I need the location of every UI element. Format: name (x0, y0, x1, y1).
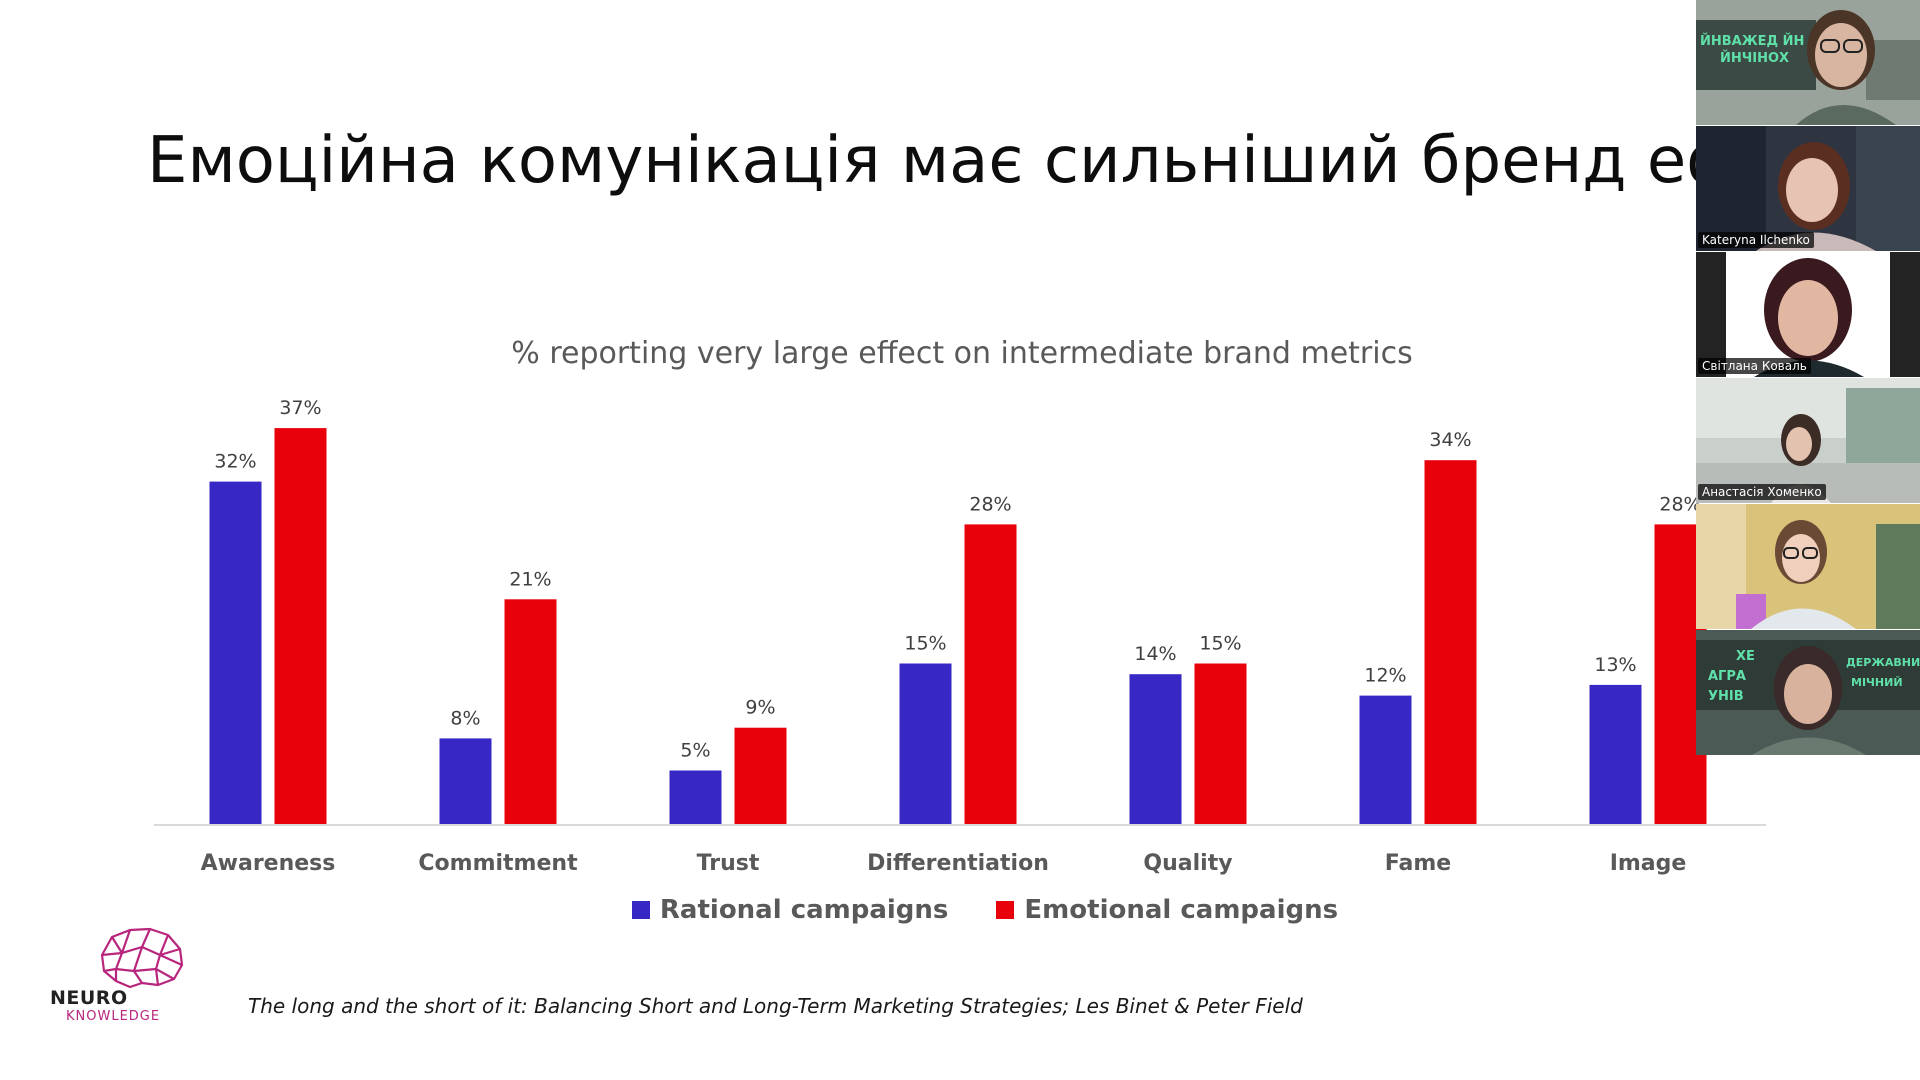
participant-tile[interactable]: Kateryna Ilchenko (1696, 126, 1920, 251)
participant-tile[interactable]: ЙНВАЖЕД ЙН ЙНЧІНОХ (1696, 0, 1920, 125)
svg-text:ХЕ: ХЕ (1736, 649, 1755, 664)
bar-rational-differentiation (899, 663, 952, 824)
video-feed-5 (1696, 504, 1920, 629)
data-label-emotional-differentiation: 28% (969, 493, 1011, 515)
participant-tile[interactable]: ХЕ АГРА УНІВ ДЕРЖАВНИ МІЧНИЙ (1696, 630, 1920, 755)
category-label-differentiation: Differentiation (867, 851, 1049, 876)
legend-item-rational: Rational campaigns (631, 895, 949, 925)
source-citation: The long and the short of it: Balancing … (248, 994, 1303, 1018)
bar-rational-image (1589, 684, 1642, 824)
category-label-trust: Trust (697, 851, 760, 876)
data-label-emotional-fame: 34% (1429, 429, 1471, 451)
bar-emotional-fame (1424, 460, 1477, 824)
bar-emotional-awareness (274, 428, 327, 824)
legend-label-emotional: Emotional campaigns (1024, 895, 1339, 925)
data-label-rational-commitment: 8% (450, 707, 480, 729)
participant-tile[interactable]: Світлана Коваль (1696, 252, 1920, 377)
participant-tile[interactable] (1696, 504, 1920, 629)
data-label-emotional-commitment: 21% (509, 568, 551, 590)
svg-text:ЙНЧІНОХ: ЙНЧІНОХ (1720, 50, 1789, 66)
category-label-commitment: Commitment (418, 851, 578, 876)
data-label-rational-awareness: 32% (214, 451, 256, 473)
bar-emotional-commitment (504, 599, 557, 824)
svg-text:ЙНВАЖЕД ЙН: ЙНВАЖЕД ЙН (1700, 33, 1804, 49)
legend-item-emotional: Emotional campaigns (996, 895, 1338, 925)
slide-title: Емоційна комунікація має сильніший бренд… (147, 124, 1857, 198)
data-label-emotional-image: 28% (1659, 493, 1701, 515)
logo-text-neuro: NEURO (50, 987, 128, 1009)
category-label-awareness: Awareness (201, 851, 336, 876)
legend-swatch-emotional (996, 901, 1015, 919)
participant-video-strip: ЙНВАЖЕД ЙН ЙНЧІНОХ Kateryna Ilchenko (1696, 0, 1920, 756)
data-label-rational-differentiation: 15% (904, 633, 946, 655)
data-label-rational-fame: 12% (1364, 665, 1406, 687)
chart-title: % reporting very large effect on interme… (511, 336, 1413, 371)
data-label-rational-quality: 14% (1134, 643, 1176, 665)
svg-text:МІЧНИЙ: МІЧНИЙ (1851, 676, 1903, 689)
bar-rational-commitment (439, 738, 492, 824)
participant-name: Світлана Коваль (1698, 358, 1811, 374)
bar-rational-awareness (209, 481, 262, 824)
video-feed-6: ХЕ АГРА УНІВ ДЕРЖАВНИ МІЧНИЙ (1696, 630, 1920, 755)
legend-swatch-rational (631, 901, 650, 919)
data-label-emotional-quality: 15% (1199, 633, 1241, 655)
chart-legend: Rational campaigns Emotional campaigns (0, 895, 1920, 925)
data-label-rational-image: 13% (1594, 654, 1636, 676)
category-label-image: Image (1610, 851, 1687, 876)
participant-name: Kateryna Ilchenko (1698, 232, 1814, 248)
participant-name: Анастасія Хоменко (1698, 484, 1826, 500)
logo-text-knowledge: KNOWLEDGE (66, 1009, 161, 1024)
legend-label-rational: Rational campaigns (659, 895, 949, 925)
data-label-rational-trust: 5% (680, 740, 710, 762)
data-label-emotional-awareness: 37% (279, 397, 321, 419)
bar-rational-quality (1129, 674, 1182, 824)
participant-tile[interactable]: Анастасія Хоменко (1696, 378, 1920, 503)
bar-emotional-differentiation (964, 524, 1017, 824)
bar-rational-fame (1359, 695, 1412, 824)
svg-text:АГРА: АГРА (1708, 669, 1746, 684)
neuro-knowledge-logo: NEURO KNOWLEDGE (48, 925, 188, 1035)
data-label-emotional-trust: 9% (745, 697, 775, 719)
video-feed-3 (1696, 252, 1920, 377)
bar-rational-trust (669, 770, 722, 824)
svg-text:ДЕРЖАВНИ: ДЕРЖАВНИ (1846, 656, 1920, 669)
svg-text:УНІВ: УНІВ (1708, 689, 1744, 704)
category-label-quality: Quality (1143, 851, 1232, 876)
bar-emotional-trust (734, 727, 787, 824)
video-feed-1: ЙНВАЖЕД ЙН ЙНЧІНОХ (1696, 0, 1920, 125)
category-label-fame: Fame (1385, 851, 1451, 876)
brain-network-icon (100, 927, 184, 989)
bar-emotional-quality (1194, 663, 1247, 824)
